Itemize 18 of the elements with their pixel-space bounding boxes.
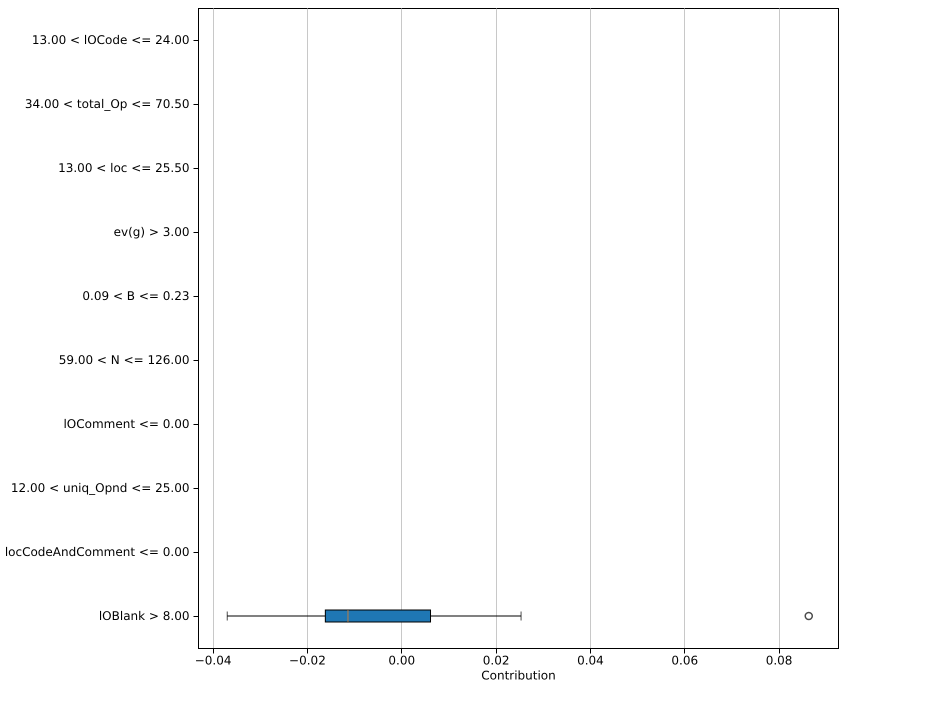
y-tick-label: lOComment <= 0.00 [63,417,190,431]
x-tick-label: 0.02 [482,654,510,668]
x-tick-label: 0.04 [577,654,604,668]
y-tick-label: lOBlank > 8.00 [98,609,190,623]
x-tick-label: 0.06 [671,654,698,668]
x-axis-title: Contribution [481,668,556,682]
x-tick-label: 0.00 [388,654,416,668]
y-tick-label: 13.00 < lOCode <= 24.00 [32,33,190,47]
x-tick-label: −0.04 [194,654,232,668]
y-tick-label: 0.09 < B <= 0.23 [82,289,190,303]
y-tick-label: 12.00 < uniq_Opnd <= 25.00 [10,481,190,495]
y-tick-label: 59.00 < N <= 126.00 [58,353,190,367]
y-tick-label: 34.00 < total_Op <= 70.50 [24,97,190,111]
y-tick-label: ev(g) > 3.00 [114,225,190,239]
x-tick-label: 0.08 [766,654,792,668]
y-tick-label: locCodeAndComment <= 0.00 [4,545,190,559]
y-tick-label: 13.00 < loc <= 25.50 [58,161,190,175]
x-tick-label: −0.02 [289,654,326,668]
